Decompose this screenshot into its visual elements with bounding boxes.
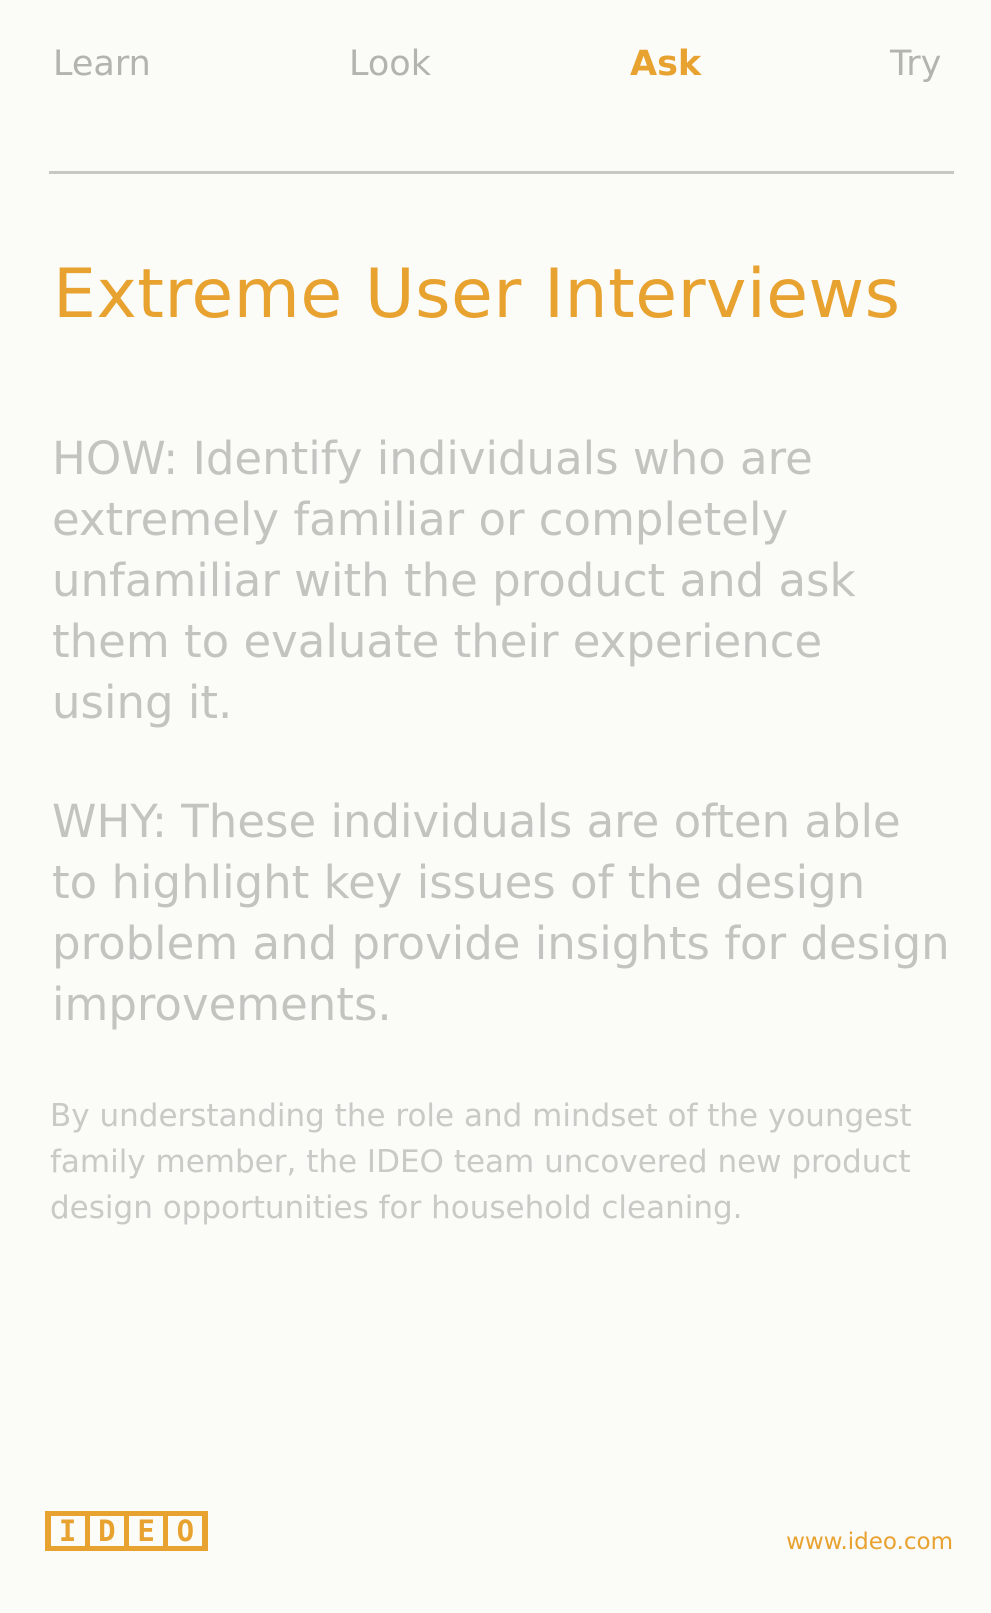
- nav-item-try[interactable]: Try: [890, 44, 942, 84]
- logo-letter: D: [89, 1516, 124, 1546]
- case-study-caption: By understanding the role and mindset of…: [50, 1098, 912, 1226]
- nav-item-learn[interactable]: Learn: [53, 44, 151, 84]
- ideo-logo: I D E O: [45, 1511, 208, 1551]
- nav-divider: [49, 171, 954, 174]
- method-category-nav: Learn Look Ask Try: [0, 44, 991, 104]
- why-paragraph: WHY: These individuals are often able to…: [52, 795, 950, 1031]
- website-link[interactable]: www.ideo.com: [786, 1529, 953, 1555]
- logo-letter: I: [50, 1516, 85, 1546]
- card-title: Extreme User Interviews: [53, 255, 901, 334]
- how-paragraph: HOW: Identify individuals who are extrem…: [52, 432, 856, 729]
- nav-item-ask[interactable]: Ask: [630, 44, 702, 84]
- logo-letter: E: [129, 1516, 164, 1546]
- nav-item-look[interactable]: Look: [349, 44, 431, 84]
- logo-letter: O: [168, 1516, 203, 1546]
